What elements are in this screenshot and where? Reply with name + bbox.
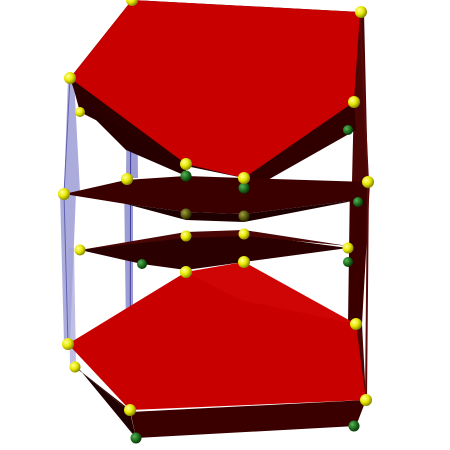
- bottom-face-side: [74, 366, 366, 438]
- bottom-face-group: [68, 262, 366, 438]
- sphere-node-icon: [126, 0, 138, 6]
- sphere-node-icon: [64, 72, 76, 84]
- sphere-node-icon: [238, 228, 250, 240]
- middle-band-upper-face: [64, 176, 368, 214]
- edge-mid-to-bottom-right: [365, 181, 369, 401]
- sphere-node-icon: [343, 257, 353, 267]
- edge-left-upper: [63, 77, 71, 195]
- sphere-node-icon: [360, 394, 372, 406]
- top-face-group: [70, 0, 360, 190]
- sphere-node-icon: [137, 259, 147, 269]
- back-vertices: [75, 107, 363, 444]
- middle-band-lower-top: [80, 230, 348, 250]
- sphere-node-icon: [238, 172, 250, 184]
- sphere-node-icon: [74, 244, 86, 256]
- sphere-node-icon: [238, 182, 250, 194]
- top-face-dark-wedge-right: [244, 102, 356, 190]
- edge-top-right-to-mid: [359, 11, 369, 183]
- sphere-node-icon: [180, 158, 192, 170]
- sphere-node-icon: [130, 432, 142, 444]
- edge-left-lower: [63, 193, 69, 345]
- sphere-node-icon: [238, 256, 250, 268]
- blue-strut-outer-left: [60, 78, 80, 344]
- sphere-node-icon: [62, 338, 74, 350]
- sphere-node-icon: [362, 176, 374, 188]
- top-face: [70, 0, 360, 178]
- sphere-node-icon: [355, 6, 367, 18]
- sphere-node-icon: [342, 242, 354, 254]
- sphere-node-icon: [69, 361, 81, 373]
- sphere-node-icon: [180, 170, 192, 182]
- sphere-node-icon: [121, 173, 133, 185]
- sphere-node-icon: [353, 197, 363, 207]
- sphere-node-icon: [75, 107, 85, 117]
- bottom-face-highlight: [186, 262, 356, 324]
- middle-band-upper: [64, 176, 368, 222]
- middle-band-lower: [80, 230, 348, 270]
- top-face-dark-wedge: [80, 104, 186, 176]
- sphere-node-icon: [350, 318, 362, 330]
- middle-band-lower-face: [80, 234, 348, 270]
- sphere-node-icon: [180, 208, 192, 220]
- front-vertices: [58, 0, 374, 416]
- sphere-node-icon: [348, 420, 360, 432]
- sphere-node-icon: [238, 210, 250, 222]
- sphere-node-icon: [124, 404, 136, 416]
- sphere-node-icon: [348, 96, 360, 108]
- blue-strut-lower-left: [68, 248, 76, 366]
- edge-lines: [63, 11, 369, 401]
- sphere-node-icon: [343, 125, 353, 135]
- sphere-node-icon: [180, 230, 192, 242]
- sphere-node-icon: [180, 266, 192, 278]
- sphere-node-icon: [58, 188, 70, 200]
- right-strut-mid: [348, 182, 370, 324]
